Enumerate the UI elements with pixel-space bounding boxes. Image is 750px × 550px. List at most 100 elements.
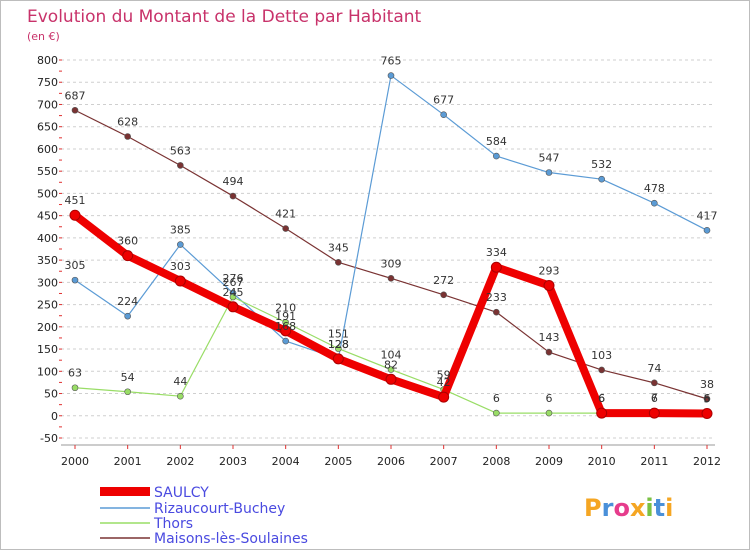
data-label: 303 bbox=[170, 260, 191, 273]
data-label: 38 bbox=[700, 378, 714, 391]
data-label: 417 bbox=[697, 209, 718, 222]
x-tick-label: 2009 bbox=[535, 455, 563, 468]
x-tick-label: 2000 bbox=[61, 455, 89, 468]
data-point bbox=[69, 209, 81, 221]
data-point bbox=[703, 227, 711, 234]
data-label: 334 bbox=[486, 246, 507, 259]
data-label: 360 bbox=[117, 235, 138, 248]
data-label: 6 bbox=[704, 392, 711, 405]
data-label: 494 bbox=[223, 175, 244, 188]
data-label: 74 bbox=[647, 362, 661, 375]
data-label: 687 bbox=[65, 89, 86, 102]
series-layer bbox=[69, 72, 713, 420]
data-point bbox=[440, 111, 447, 118]
data-label: 628 bbox=[117, 115, 138, 128]
data-label: 168 bbox=[275, 320, 296, 333]
data-point bbox=[385, 373, 397, 385]
data-point bbox=[651, 379, 658, 387]
logo-letter: o bbox=[613, 494, 630, 522]
x-tick-label: 2008 bbox=[482, 455, 510, 468]
y-tick-label: 0 bbox=[51, 410, 58, 423]
data-point bbox=[598, 175, 605, 183]
data-point bbox=[493, 308, 500, 316]
x-tick-label: 2001 bbox=[114, 455, 142, 468]
data-point bbox=[177, 392, 184, 400]
data-point bbox=[124, 312, 131, 320]
logo-letter: i bbox=[665, 494, 673, 522]
data-label: 104 bbox=[381, 349, 402, 362]
data-point bbox=[335, 259, 342, 266]
chart-subtitle: (en €) bbox=[27, 30, 60, 43]
data-point bbox=[701, 408, 713, 420]
x-tick-label: 2006 bbox=[377, 455, 405, 468]
data-point bbox=[174, 275, 186, 287]
data-point bbox=[124, 133, 131, 140]
y-tick-label: 600 bbox=[37, 143, 58, 156]
y-tick-label: 800 bbox=[37, 54, 58, 67]
y-tick-label: 300 bbox=[37, 276, 58, 289]
y-tick-label: 350 bbox=[37, 254, 58, 267]
data-label: 385 bbox=[170, 224, 191, 237]
logo-letter: t bbox=[654, 494, 665, 522]
data-label: 210 bbox=[275, 301, 296, 314]
x-tick-label: 2010 bbox=[588, 455, 616, 468]
x-tick-label: 2003 bbox=[219, 455, 247, 468]
data-label: 547 bbox=[539, 152, 560, 165]
data-label: 191 bbox=[275, 310, 296, 323]
x-tick-label: 2012 bbox=[693, 455, 721, 468]
data-point bbox=[387, 275, 395, 282]
data-label: 7 bbox=[651, 392, 658, 405]
data-label: 82 bbox=[384, 358, 398, 371]
x-tick-label: 2004 bbox=[272, 455, 300, 468]
data-point bbox=[598, 366, 605, 374]
data-label: 54 bbox=[121, 371, 135, 384]
y-tick-label: 100 bbox=[37, 365, 58, 378]
logo-letter: P bbox=[584, 494, 602, 522]
data-label: 59 bbox=[437, 369, 451, 382]
data-label: 224 bbox=[117, 295, 138, 308]
data-point bbox=[177, 241, 184, 248]
data-label: 765 bbox=[381, 55, 402, 68]
data-point bbox=[387, 72, 395, 79]
data-point bbox=[122, 250, 134, 262]
data-point bbox=[543, 279, 555, 291]
grid bbox=[61, 59, 715, 439]
data-label: 293 bbox=[539, 264, 560, 277]
logo-letter: i bbox=[645, 494, 653, 522]
data-label: 128 bbox=[328, 338, 349, 351]
y-tick-label: 500 bbox=[37, 187, 58, 200]
data-point bbox=[335, 345, 342, 352]
data-point bbox=[493, 152, 500, 160]
data-point bbox=[282, 225, 289, 232]
data-point bbox=[493, 409, 500, 417]
data-label: 563 bbox=[170, 144, 191, 157]
data-label: 532 bbox=[591, 158, 612, 171]
data-label: 267 bbox=[223, 276, 244, 289]
data-label: 245 bbox=[223, 286, 244, 299]
data-point bbox=[332, 353, 344, 365]
data-point bbox=[651, 199, 658, 207]
axes: -50 0 50 100 150 200 250 300 350 400 450 500 550 600 6… bbox=[37, 54, 721, 468]
chart-title: Evolution du Montant de la Dette par Hab… bbox=[27, 7, 422, 27]
data-label: 233 bbox=[486, 291, 507, 304]
legend-label: Rizaucourt-Buchey bbox=[154, 501, 285, 517]
y-tick-label: 550 bbox=[37, 165, 58, 178]
data-label: 584 bbox=[486, 135, 507, 148]
y-tick-label: -50 bbox=[40, 432, 58, 445]
data-label: 6 bbox=[651, 392, 658, 405]
data-point bbox=[648, 407, 660, 419]
proxiti-logo: Proxiti bbox=[584, 494, 673, 522]
data-point bbox=[229, 192, 237, 200]
data-point bbox=[71, 276, 79, 284]
data-label: 6 bbox=[493, 392, 500, 405]
legend-swatch bbox=[100, 487, 150, 496]
data-label: 478 bbox=[644, 182, 665, 195]
y-tick-label: 450 bbox=[37, 210, 58, 223]
data-point bbox=[545, 169, 553, 176]
y-tick-label: 150 bbox=[37, 343, 58, 356]
y-tick-label: 250 bbox=[37, 299, 58, 312]
data-label: 451 bbox=[65, 194, 86, 207]
y-tick-label: 400 bbox=[37, 232, 58, 245]
